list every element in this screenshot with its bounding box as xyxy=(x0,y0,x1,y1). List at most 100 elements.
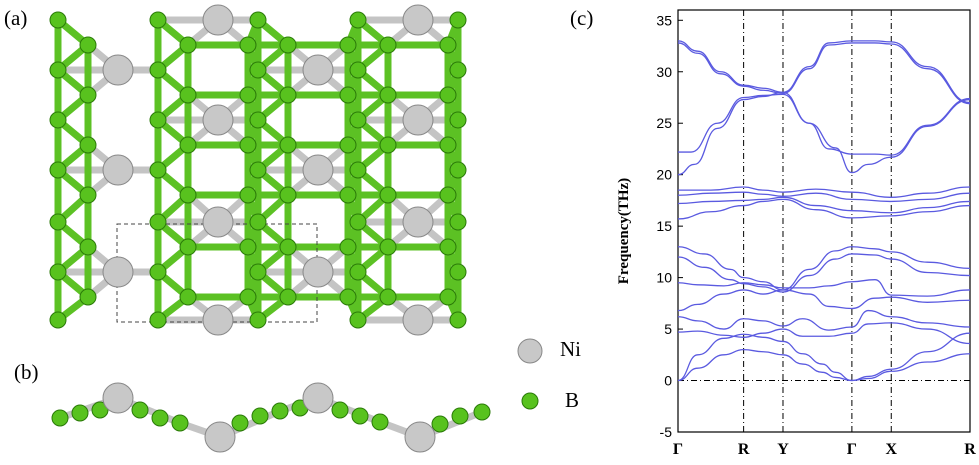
b-atom xyxy=(439,86,457,104)
ni-atom xyxy=(102,54,134,86)
top-view-atoms xyxy=(49,4,467,336)
b-atom xyxy=(339,36,357,54)
b-atom xyxy=(149,213,167,231)
b-atom xyxy=(449,263,467,281)
phonon-branch xyxy=(677,309,971,331)
ni-atom xyxy=(202,206,234,238)
b-atom xyxy=(79,36,97,54)
b-atom xyxy=(279,36,297,54)
b-atom xyxy=(349,161,367,179)
plot-frame xyxy=(677,9,971,433)
b-atom xyxy=(249,161,267,179)
b-atom xyxy=(239,86,257,104)
b-atom xyxy=(379,186,397,204)
b-atom xyxy=(149,311,167,329)
b-atom xyxy=(79,238,97,256)
y-tick-label: 5 xyxy=(664,321,672,337)
y-axis-label: Frequency(THz) xyxy=(616,178,632,284)
ni-atom xyxy=(302,154,334,186)
b-atom xyxy=(149,263,167,281)
phonon-branch xyxy=(677,40,971,104)
ni-atom xyxy=(402,104,434,136)
phonon-branch xyxy=(677,42,971,105)
phonon-branch xyxy=(677,93,971,174)
b-atom xyxy=(431,415,449,433)
b-atom xyxy=(49,161,67,179)
b-atom xyxy=(179,238,197,256)
b-atom xyxy=(249,111,267,129)
ni-atom xyxy=(402,4,434,36)
b-atom xyxy=(349,213,367,231)
b-atom xyxy=(51,409,69,427)
b-atom xyxy=(231,414,249,432)
kpoint-label: X xyxy=(885,441,897,458)
b-atom xyxy=(249,11,267,29)
y-tick-label: 0 xyxy=(664,373,672,389)
phonon-branch xyxy=(678,186,971,198)
b-atom xyxy=(449,111,467,129)
phonon-branch xyxy=(677,196,971,214)
b-atom xyxy=(79,186,97,204)
ni-atom xyxy=(302,54,334,86)
ni-atom xyxy=(302,256,334,288)
ni-atom xyxy=(102,154,134,186)
b-atom xyxy=(439,288,457,306)
ni-atom xyxy=(202,104,234,136)
y-tick-label: 35 xyxy=(656,12,672,28)
kpoint-label: R xyxy=(738,441,750,458)
b-atom xyxy=(49,111,67,129)
legend-b-label: B xyxy=(565,388,580,412)
b-atom xyxy=(339,238,357,256)
b-atom xyxy=(449,61,467,79)
ni-atom xyxy=(102,256,134,288)
b-atom xyxy=(239,238,257,256)
legend-b-atom xyxy=(521,392,539,410)
y-tick-label: 10 xyxy=(656,270,672,286)
phonon-branch xyxy=(677,349,971,382)
panel-label-b: (b) xyxy=(14,360,39,384)
b-atom xyxy=(249,61,267,79)
legend-ni-label: Ni xyxy=(560,337,581,361)
b-atom xyxy=(379,136,397,154)
b-atom xyxy=(439,186,457,204)
b-atom xyxy=(271,402,289,420)
b-atom xyxy=(379,238,397,256)
b-atom xyxy=(449,311,467,329)
ni-atom xyxy=(202,304,234,336)
b-atom xyxy=(179,186,197,204)
b-atom xyxy=(171,414,189,432)
ni-atom xyxy=(404,421,436,453)
b-atom xyxy=(379,36,397,54)
b-atom xyxy=(249,213,267,231)
kpoint-label: Y xyxy=(777,441,789,458)
b-atom xyxy=(339,136,357,154)
b-atom xyxy=(279,238,297,256)
phonon-branch xyxy=(677,289,971,312)
b-atom xyxy=(339,86,357,104)
b-atom xyxy=(49,61,67,79)
ni-atom xyxy=(202,4,234,36)
panel-label-a: (a) xyxy=(4,6,28,30)
b-atom xyxy=(151,409,169,427)
b-atom xyxy=(79,86,97,104)
b-atom xyxy=(473,403,491,421)
b-atom xyxy=(439,136,457,154)
b-atom xyxy=(239,288,257,306)
b-atom xyxy=(179,36,197,54)
b-atom xyxy=(371,413,389,431)
panel-label-c: (c) xyxy=(570,6,594,30)
b-atom xyxy=(149,111,167,129)
b-atom xyxy=(79,136,97,154)
y-tick-label: -5 xyxy=(660,424,673,440)
b-atom xyxy=(239,136,257,154)
legend-ni-atom xyxy=(517,338,543,364)
b-atom xyxy=(249,263,267,281)
ni-atom xyxy=(204,421,236,453)
b-atom xyxy=(451,407,469,425)
ni-atom xyxy=(102,382,134,414)
phonon-branch xyxy=(677,279,971,297)
b-atom xyxy=(449,213,467,231)
b-atom xyxy=(49,263,67,281)
kpoint-label: Γ xyxy=(847,441,857,458)
